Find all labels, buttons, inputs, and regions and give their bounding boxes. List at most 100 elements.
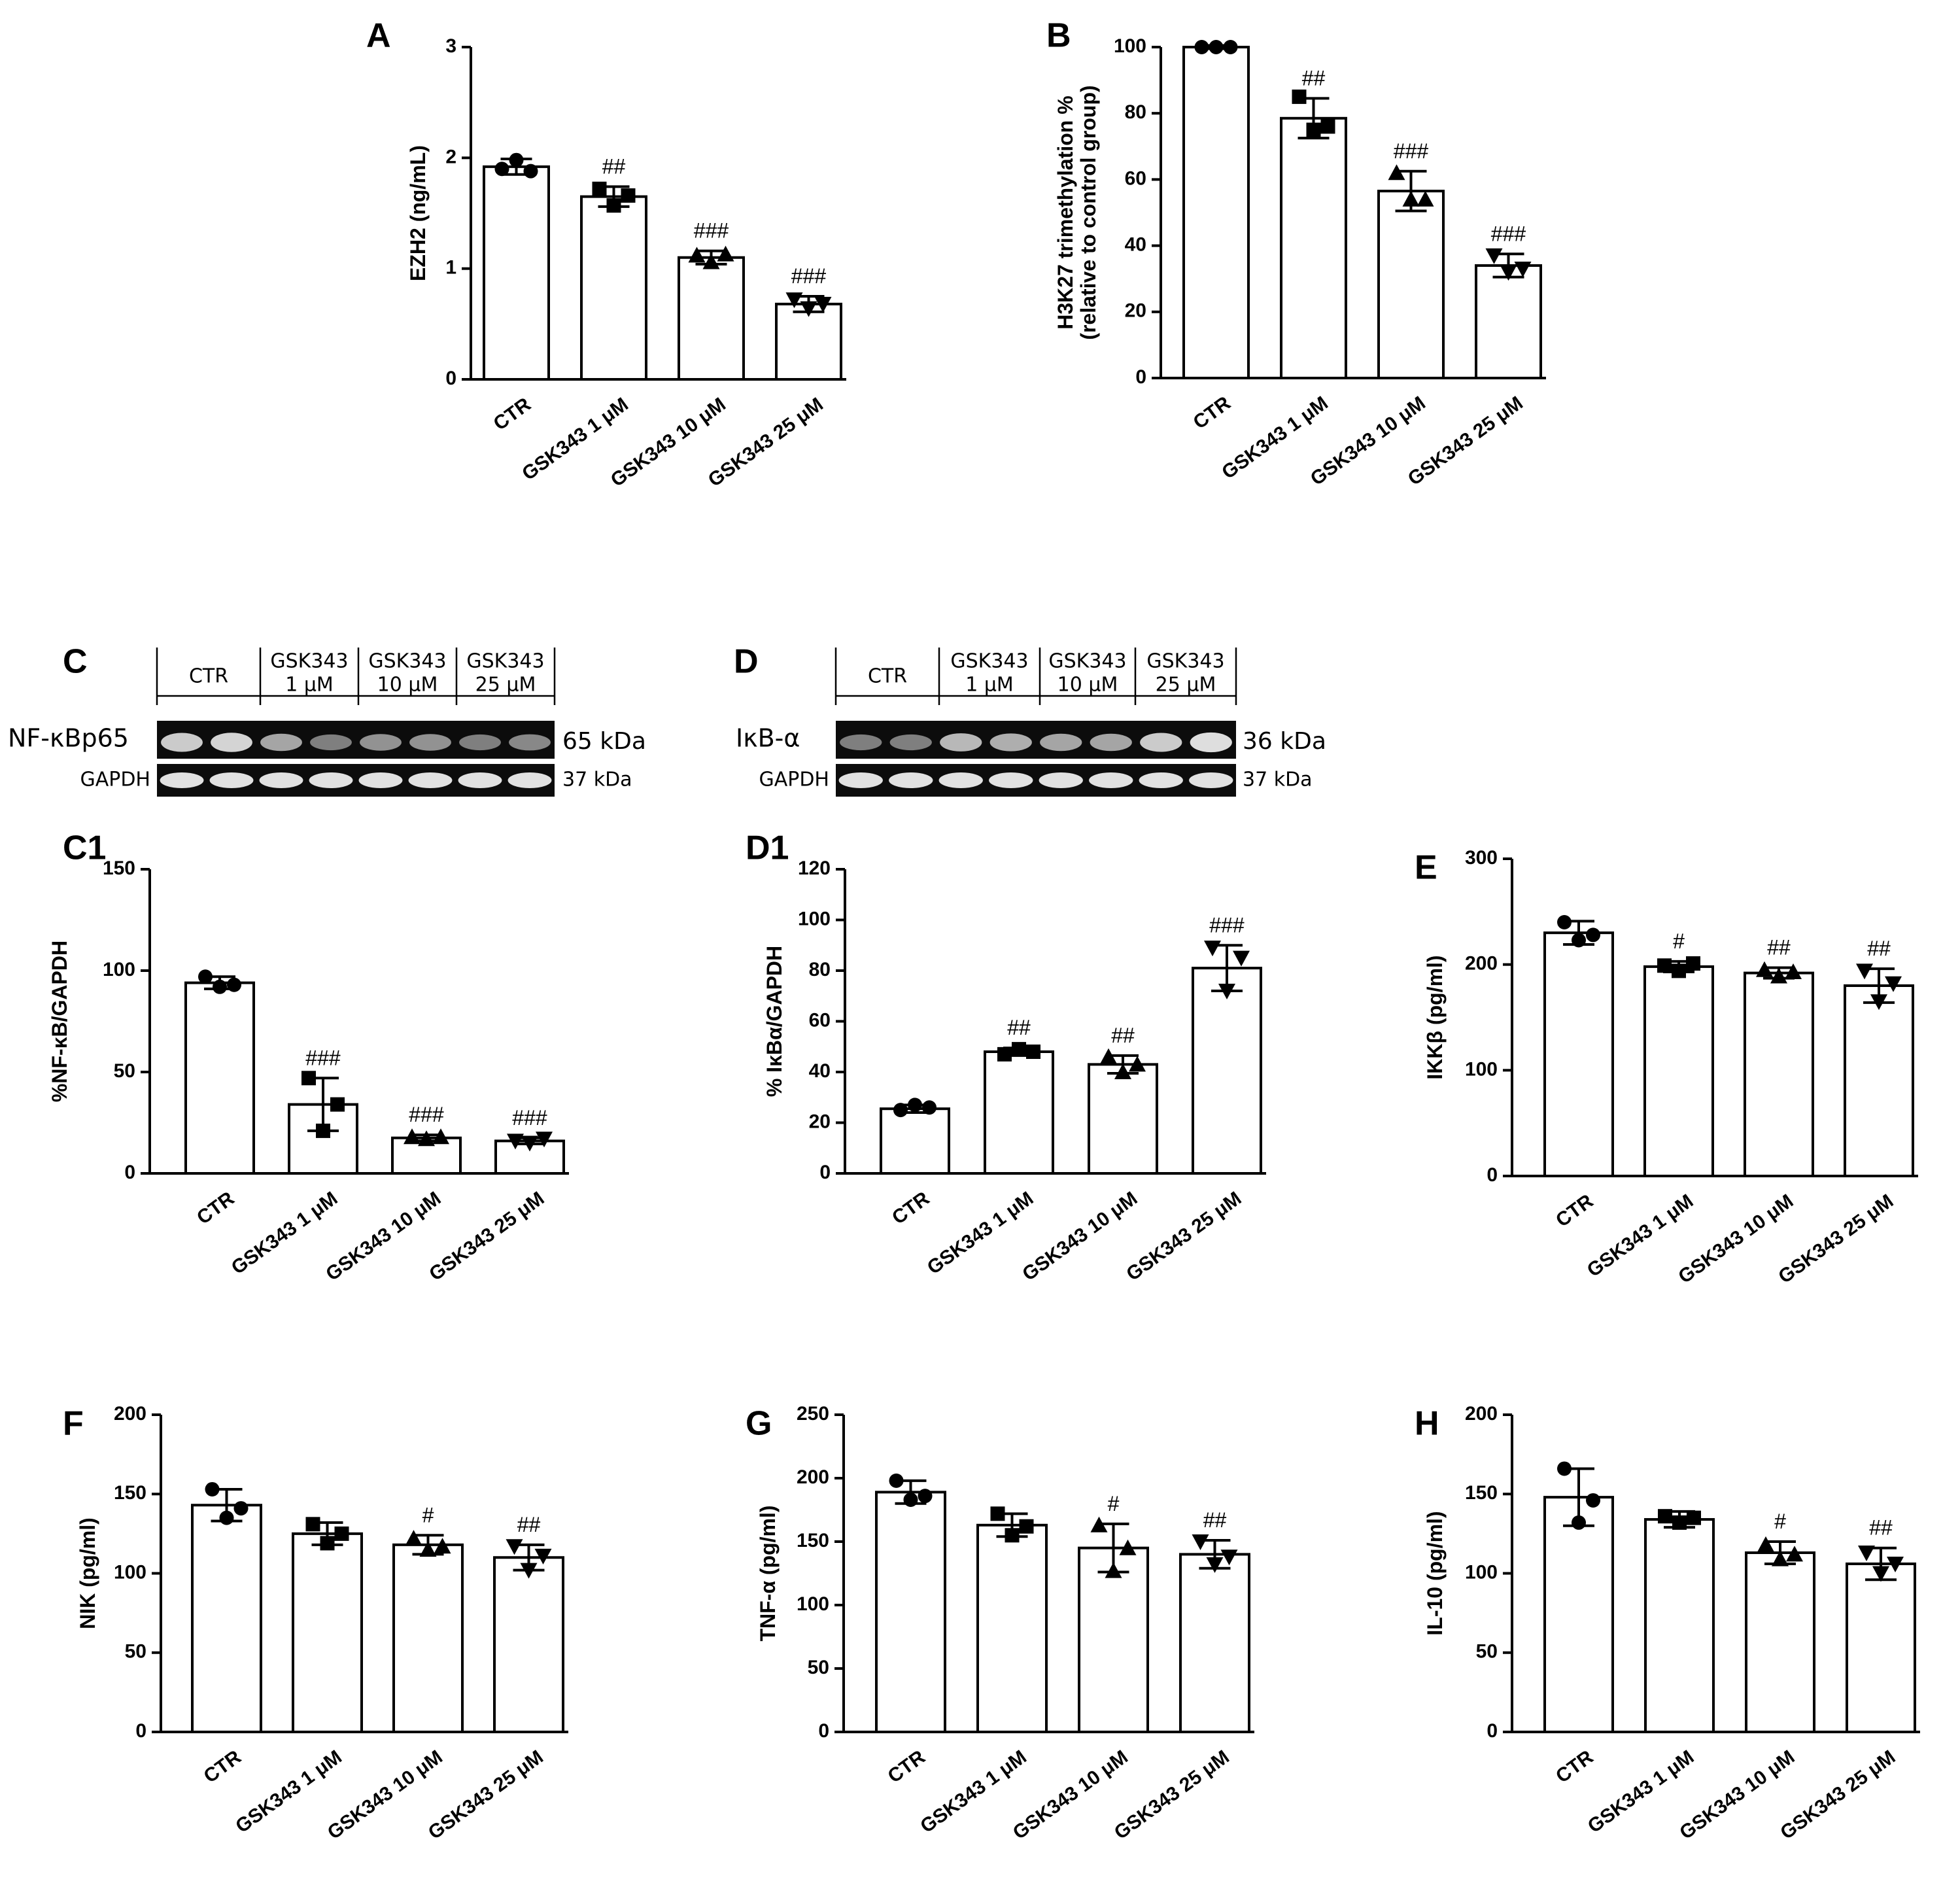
- data-point: [1209, 40, 1224, 54]
- blot-band: [310, 734, 352, 751]
- data-point: [1870, 994, 1887, 1011]
- blot-gapdh-kda: 37 kDa: [562, 769, 632, 791]
- data-point: [219, 1510, 234, 1525]
- bar: [984, 1050, 1054, 1175]
- blot-lane-header: GSK343: [1146, 650, 1224, 673]
- gapdh-band: [1139, 772, 1183, 788]
- data-point: [233, 1501, 249, 1516]
- y-tick-label: 0: [1487, 1164, 1498, 1186]
- data-point: [903, 1492, 918, 1507]
- data-point: [1100, 1048, 1117, 1064]
- data-point: [893, 1103, 908, 1118]
- bar: [880, 1107, 950, 1175]
- data-point: [1557, 1461, 1572, 1476]
- data-point: [1514, 262, 1532, 278]
- x-tick-label: CTR: [888, 1188, 934, 1229]
- data-point: [432, 1128, 449, 1145]
- panel-letter: F: [63, 1405, 84, 1443]
- panel-letter: C: [63, 643, 88, 681]
- data-point: [1586, 927, 1600, 943]
- y-tick-label: 60: [809, 1009, 831, 1031]
- gapdh-band: [1089, 772, 1133, 788]
- data-point: [536, 1132, 553, 1148]
- y-tick-label: 120: [798, 857, 831, 879]
- significance-mark: ###: [1209, 913, 1245, 937]
- data-point: [1672, 1515, 1687, 1530]
- y-tick-label: 3: [445, 35, 456, 57]
- y-tick-label: 2: [445, 146, 456, 167]
- data-point: [1672, 963, 1686, 978]
- data-point: [1872, 1566, 1889, 1582]
- data-point: [1012, 1042, 1026, 1057]
- bar: [678, 256, 745, 381]
- blot-band: [360, 734, 402, 751]
- bar: [493, 1556, 564, 1733]
- data-point: [1586, 1493, 1600, 1508]
- panel-letter: C1: [63, 829, 106, 867]
- bar: [1643, 965, 1714, 1178]
- y-tick-label: 60: [1125, 167, 1146, 189]
- data-point: [702, 253, 720, 269]
- y-axis-title: EZH2 (ng/mL): [406, 145, 430, 281]
- bar: [1846, 1562, 1916, 1733]
- data-point: [1129, 1056, 1146, 1072]
- y-tick-label: 0: [135, 1720, 146, 1742]
- gapdh-band: [838, 772, 883, 788]
- y-tick-label: 100: [797, 1593, 829, 1615]
- bar: [1543, 931, 1614, 1177]
- x-tick-label: GSK343 25 μM: [425, 1188, 548, 1285]
- y-tick-label: 0: [445, 368, 456, 389]
- data-point: [1856, 963, 1873, 980]
- blot-protein-label: IκB-α: [736, 724, 800, 753]
- blot-lane-header-dose: 25 μM: [475, 674, 536, 697]
- data-point: [523, 164, 538, 179]
- y-axis-title: IL-10 (pg/ml): [1423, 1511, 1447, 1635]
- blot-lane-header-dose: 1 μM: [285, 674, 334, 697]
- y-tick-label: 150: [797, 1530, 829, 1551]
- blot-band: [1090, 733, 1132, 752]
- y-tick-label: 150: [103, 857, 135, 879]
- blot-band: [1040, 733, 1082, 752]
- data-point: [800, 301, 817, 317]
- data-point: [316, 1123, 330, 1138]
- data-point: [205, 1481, 220, 1496]
- gapdh-band: [1189, 772, 1233, 788]
- significance-mark: ##: [1203, 1508, 1227, 1532]
- gapdh-band: [309, 772, 353, 788]
- data-point: [1657, 958, 1672, 973]
- significance-mark: ##: [517, 1513, 541, 1536]
- data-point: [1686, 956, 1700, 971]
- y-axis-title: NIK (pg/ml): [76, 1517, 99, 1629]
- y-tick-label: 40: [809, 1060, 831, 1082]
- x-tick-label: CTR: [490, 394, 536, 435]
- data-point: [494, 162, 509, 177]
- blot-band: [459, 734, 501, 751]
- data-point: [227, 977, 241, 992]
- panel-letter: B: [1046, 17, 1071, 55]
- x-tick-label: CTR: [884, 1746, 930, 1788]
- bar: [1745, 1551, 1815, 1734]
- bar: [1179, 1553, 1250, 1733]
- data-point: [1233, 950, 1250, 967]
- blot-lane-header-dose: 10 μM: [1057, 674, 1118, 697]
- significance-mark: ##: [1767, 936, 1791, 960]
- blot-band: [161, 733, 203, 752]
- gapdh-band: [209, 772, 254, 788]
- significance-mark: ###: [694, 219, 729, 243]
- data-point: [990, 1506, 1005, 1521]
- y-tick-label: 0: [124, 1162, 135, 1183]
- blot-lane-header: GSK343: [950, 650, 1028, 673]
- significance-mark: ##: [1302, 66, 1326, 90]
- y-tick-label: 150: [114, 1482, 146, 1504]
- gapdh-band: [938, 772, 983, 788]
- data-point: [509, 152, 524, 167]
- data-point: [922, 1100, 937, 1115]
- y-tick-label: 200: [1465, 953, 1498, 975]
- bar: [392, 1543, 464, 1734]
- data-point: [404, 1128, 421, 1145]
- y-axis-title-line2: (relative to control group): [1076, 85, 1100, 339]
- data-point: [1194, 40, 1209, 54]
